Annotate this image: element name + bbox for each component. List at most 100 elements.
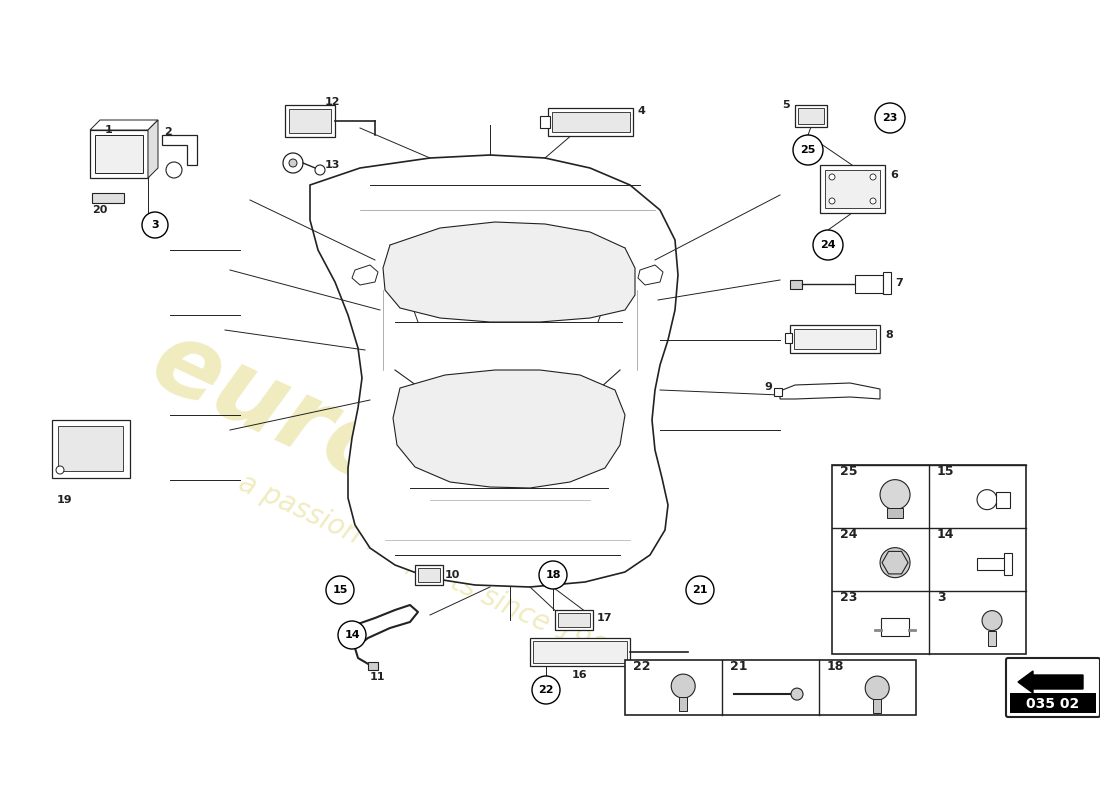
Polygon shape	[162, 135, 197, 165]
Text: 15: 15	[937, 465, 955, 478]
Text: 11: 11	[370, 672, 385, 682]
Text: 19: 19	[57, 495, 73, 505]
Bar	[625, 660, 916, 715]
Bar	[58, 426, 123, 471]
Text: 1: 1	[104, 125, 112, 135]
Polygon shape	[90, 120, 158, 130]
Circle shape	[166, 162, 182, 178]
Polygon shape	[310, 155, 678, 587]
Bar	[540, 116, 550, 128]
Bar	[368, 662, 378, 670]
Polygon shape	[393, 370, 625, 488]
Text: 8: 8	[886, 330, 893, 340]
Text: 20: 20	[92, 205, 108, 215]
Bar	[790, 280, 802, 289]
Circle shape	[539, 561, 566, 589]
Text: 12: 12	[324, 97, 341, 107]
FancyBboxPatch shape	[1006, 658, 1100, 717]
Text: 13: 13	[324, 160, 340, 170]
Circle shape	[793, 135, 823, 165]
Text: 7: 7	[895, 278, 903, 288]
Circle shape	[870, 174, 876, 180]
Bar	[679, 697, 688, 711]
Bar	[95, 135, 143, 173]
Bar	[873, 699, 881, 713]
Text: 14: 14	[344, 630, 360, 640]
Text: 24: 24	[821, 240, 836, 250]
Bar	[530, 638, 630, 666]
Text: 23: 23	[882, 113, 898, 123]
Bar	[977, 558, 1008, 570]
Circle shape	[532, 676, 560, 704]
Bar	[825, 170, 880, 208]
Text: 21: 21	[730, 660, 748, 673]
Text: 3: 3	[937, 591, 946, 604]
Bar	[997, 492, 1010, 508]
Bar	[534, 641, 627, 663]
Bar	[556, 610, 593, 630]
Circle shape	[889, 557, 901, 569]
Bar	[558, 613, 590, 627]
Circle shape	[880, 548, 910, 578]
Bar	[415, 565, 443, 585]
Text: 3: 3	[151, 220, 158, 230]
Circle shape	[829, 198, 835, 204]
Text: 10: 10	[446, 570, 461, 580]
Circle shape	[338, 621, 366, 649]
Bar	[548, 108, 632, 136]
Text: 22: 22	[538, 685, 553, 695]
Circle shape	[870, 198, 876, 204]
Text: eurocars: eurocars	[136, 312, 624, 608]
Circle shape	[791, 688, 803, 700]
Circle shape	[977, 490, 997, 510]
Circle shape	[874, 103, 905, 133]
Bar	[1004, 553, 1012, 574]
Circle shape	[56, 466, 64, 474]
Bar	[785, 333, 792, 343]
Text: 18: 18	[827, 660, 845, 673]
Text: 6: 6	[890, 170, 898, 180]
Polygon shape	[882, 551, 909, 574]
Text: 23: 23	[840, 591, 857, 604]
Text: 24: 24	[840, 528, 858, 541]
Bar	[285, 105, 336, 137]
Circle shape	[982, 610, 1002, 630]
Text: 18: 18	[546, 570, 561, 580]
Bar	[794, 329, 876, 349]
FancyArrow shape	[1018, 671, 1084, 693]
Polygon shape	[148, 120, 158, 178]
Polygon shape	[780, 383, 880, 399]
Bar	[1010, 693, 1096, 713]
Circle shape	[686, 576, 714, 604]
Text: 25: 25	[840, 465, 858, 478]
Bar	[92, 193, 124, 203]
Circle shape	[866, 676, 889, 700]
Circle shape	[142, 212, 168, 238]
Text: 17: 17	[597, 613, 613, 623]
Bar	[855, 275, 883, 293]
Circle shape	[813, 230, 843, 260]
Bar	[52, 420, 130, 478]
Text: 9: 9	[764, 382, 772, 392]
Circle shape	[326, 576, 354, 604]
Bar	[90, 130, 148, 178]
Bar	[774, 388, 782, 396]
Text: 15: 15	[332, 585, 348, 595]
Bar	[289, 109, 331, 133]
Text: 21: 21	[692, 585, 707, 595]
Bar	[883, 272, 891, 294]
Bar	[832, 465, 1026, 654]
Bar	[820, 165, 886, 213]
Circle shape	[829, 174, 835, 180]
Circle shape	[671, 674, 695, 698]
Text: 035 02: 035 02	[1026, 697, 1079, 711]
Bar	[988, 630, 997, 646]
Bar	[552, 112, 630, 132]
Text: 2: 2	[164, 127, 172, 137]
Bar	[418, 568, 440, 582]
Text: a passion for parts since 1985: a passion for parts since 1985	[234, 469, 626, 671]
Bar	[790, 325, 880, 353]
Text: 16: 16	[572, 670, 587, 680]
Text: 4: 4	[638, 106, 646, 116]
Circle shape	[880, 480, 910, 510]
